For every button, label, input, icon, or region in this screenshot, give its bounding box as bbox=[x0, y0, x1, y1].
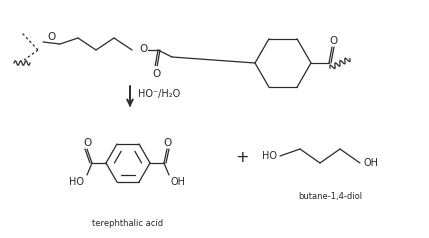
Text: O: O bbox=[139, 44, 147, 54]
Text: O: O bbox=[84, 138, 92, 148]
Text: butane-1,4-diol: butane-1,4-diol bbox=[298, 192, 362, 200]
Text: +: + bbox=[235, 150, 249, 165]
Text: terephthalic acid: terephthalic acid bbox=[92, 219, 163, 228]
Text: O: O bbox=[48, 32, 56, 42]
Text: HO: HO bbox=[69, 177, 84, 187]
Text: O: O bbox=[164, 138, 172, 148]
Text: O: O bbox=[152, 69, 160, 79]
Text: HO: HO bbox=[262, 151, 277, 161]
Text: O: O bbox=[329, 36, 337, 46]
Text: HO⁻/H₂O: HO⁻/H₂O bbox=[138, 89, 180, 99]
Text: OH: OH bbox=[170, 177, 185, 187]
Text: OH: OH bbox=[363, 158, 378, 168]
